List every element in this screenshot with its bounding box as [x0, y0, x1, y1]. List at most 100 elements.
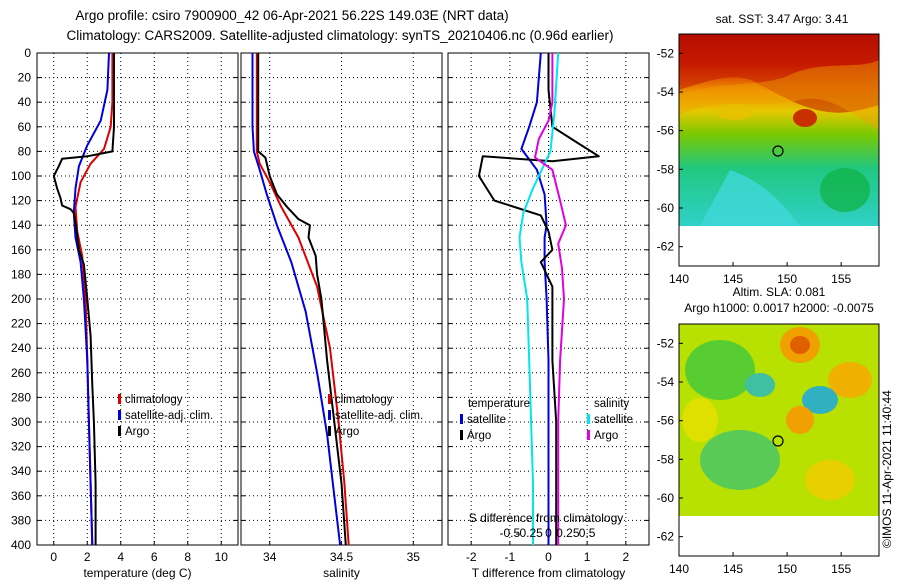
- differences-line-salinity_argo: [534, 53, 567, 545]
- temperature-line-satellite: [72, 52, 110, 546]
- temperature-legend-label: satellite: [467, 414, 506, 426]
- sst-xtick-label: 150: [777, 272, 797, 286]
- sst-ytick-label: -54: [657, 85, 675, 99]
- temperature-xlabel: temperature (deg C): [83, 566, 191, 580]
- depth-tick-label: 400: [11, 538, 31, 552]
- temperature-legend-swatch: [460, 414, 463, 424]
- depth-tick-label: 340: [11, 464, 31, 478]
- depth-tick-label: 140: [11, 218, 31, 232]
- salinity-legend-swatch: [328, 394, 331, 404]
- sla-ytick-label: -56: [657, 414, 675, 428]
- differences-xtick-label: 0: [545, 550, 552, 564]
- depth-tick-label: 100: [11, 169, 31, 183]
- map-axes: -52 -54 -56 -58 -60 -62 140 145 150 155 -52 -54 -56 -…: [657, 46, 852, 576]
- temperature-legend-label: Argo: [125, 426, 149, 438]
- temperature-xtick-label: 2: [84, 550, 91, 564]
- temperature-legend-swatch: [118, 426, 121, 436]
- figure-title-line1: Argo profile: csiro 7900900_42 06-Apr-20…: [75, 8, 508, 23]
- salinity-legend-swatch: [587, 430, 590, 440]
- temperature-legend-title: temperature: [468, 398, 530, 410]
- salinity-legend-swatch: [328, 410, 331, 420]
- sla-map-title-line2: Argo h1000: 0.0017 h2000: -0.0075: [684, 301, 874, 315]
- salinity-legend-label: satellite: [594, 414, 633, 426]
- sla-ytick-label: -60: [657, 491, 675, 505]
- differences-xtick-label: 2: [622, 550, 629, 564]
- temperature-legend-swatch: [118, 394, 121, 404]
- differences-xlabel: T difference from climatology: [472, 566, 626, 580]
- depth-tick-label: 240: [11, 341, 31, 355]
- temperature-xtick-label: 0: [50, 550, 57, 564]
- depth-tick-label: 120: [11, 194, 31, 208]
- salinity-line-argo: [257, 53, 347, 546]
- salinity-xtick-label: 35: [407, 550, 421, 564]
- salinity-panel: 34 34.5 35 salinity climatology satellite-adj…: [240, 52, 443, 580]
- depth-tick-label: 180: [11, 267, 31, 281]
- depth-tick-label: 360: [11, 489, 31, 503]
- sst-xtick-label: 145: [723, 272, 743, 286]
- temperature-legend-label: satellite-adj. clim.: [125, 410, 213, 422]
- depth-tick-label: 160: [11, 243, 31, 257]
- differences-xtick-label: -2: [466, 550, 477, 564]
- differences-xtick-label: 1: [584, 550, 591, 564]
- depth-tick-label: 80: [18, 144, 32, 158]
- sla-ytick-label: -54: [657, 375, 675, 389]
- depth-tick-label: 220: [11, 317, 31, 331]
- sst-xtick-label: 140: [669, 272, 689, 286]
- salinity-legend-label: climatology: [335, 394, 393, 406]
- salinity-legend-label: Argo: [335, 426, 359, 438]
- map-panels: sat. SST: 3.47 Argo: 3.41 Altim. SLA: 0.…: [657, 12, 894, 576]
- sla-float-marker: [772, 435, 784, 447]
- temperature-panel: 0 2 4 6 8 10 temperature (deg C) climatology sat…: [36, 52, 239, 580]
- salinity-legend-swatch: [587, 414, 590, 424]
- temperature-xtick-label: 6: [151, 550, 158, 564]
- s-difference-tick-label: -0.5: [500, 526, 521, 540]
- figure-title-line2: Climatology: CARS2009. Satellite-adjuste…: [66, 28, 613, 43]
- differences-panel: -2 -1 0 1 2 T difference from climatology temp…: [447, 52, 650, 580]
- temperature-legend-label: Argo: [467, 430, 491, 442]
- sla-ytick-label: -62: [657, 530, 675, 544]
- sst-ytick-label: -58: [657, 162, 675, 176]
- sla-xtick-label: 140: [669, 562, 689, 576]
- temperature-xtick-label: 10: [215, 550, 229, 564]
- sst-ytick-label: -52: [657, 46, 675, 60]
- depth-tick-label: 300: [11, 415, 31, 429]
- s-difference-tick-label: 0: [545, 526, 552, 540]
- s-difference-tick-label: 0.5: [579, 526, 596, 540]
- depth-tick-label: 320: [11, 440, 31, 454]
- sst-ytick-label: -60: [657, 201, 675, 215]
- s-difference-tick-label: -0.25: [515, 526, 543, 540]
- depth-tick-label: 200: [11, 292, 31, 306]
- depth-tick-label: 60: [18, 120, 32, 134]
- sla-xtick-label: 150: [777, 562, 797, 576]
- s-difference-tick-label: 0.25: [556, 526, 580, 540]
- sla-ytick-label: -52: [657, 336, 675, 350]
- sla-map-image: [679, 324, 879, 516]
- temperature-legend-swatch: [118, 410, 121, 420]
- sla-xtick-label: 155: [831, 562, 851, 576]
- sla-xtick-label: 145: [723, 562, 743, 576]
- sla-map-title-line1: Altim. SLA: 0.081: [733, 285, 826, 299]
- differences-line-argo: [477, 53, 600, 545]
- salinity-legend-title: salinity: [594, 398, 629, 410]
- salinity-xtick-label: 34.5: [330, 550, 354, 564]
- temperature-xtick-label: 4: [117, 550, 124, 564]
- depth-tick-label: 280: [11, 390, 31, 404]
- imos-credit: ©IMOS 11-Apr-2021 11:40:44: [880, 390, 894, 548]
- sst-xtick-label: 155: [831, 272, 851, 286]
- temperature-line-argo: [52, 53, 115, 545]
- depth-tick-label: 0: [24, 46, 31, 60]
- temperature-legend-swatch: [460, 430, 463, 440]
- temperature-xtick-label: 8: [184, 550, 191, 564]
- sst-float-marker: [772, 145, 784, 157]
- salinity-line-climatology: [255, 53, 350, 546]
- salinity-xtick-label: 34: [263, 550, 277, 564]
- temperature-legend-label: climatology: [125, 394, 183, 406]
- salinity-xlabel: salinity: [323, 566, 360, 580]
- depth-tick-label: 380: [11, 513, 31, 527]
- s-difference-axis-label: S difference from climatology: [469, 511, 624, 525]
- differences-line-salinity_satellite: [518, 52, 560, 545]
- sst-ytick-label: -56: [657, 124, 675, 138]
- sst-map-image: [679, 34, 879, 226]
